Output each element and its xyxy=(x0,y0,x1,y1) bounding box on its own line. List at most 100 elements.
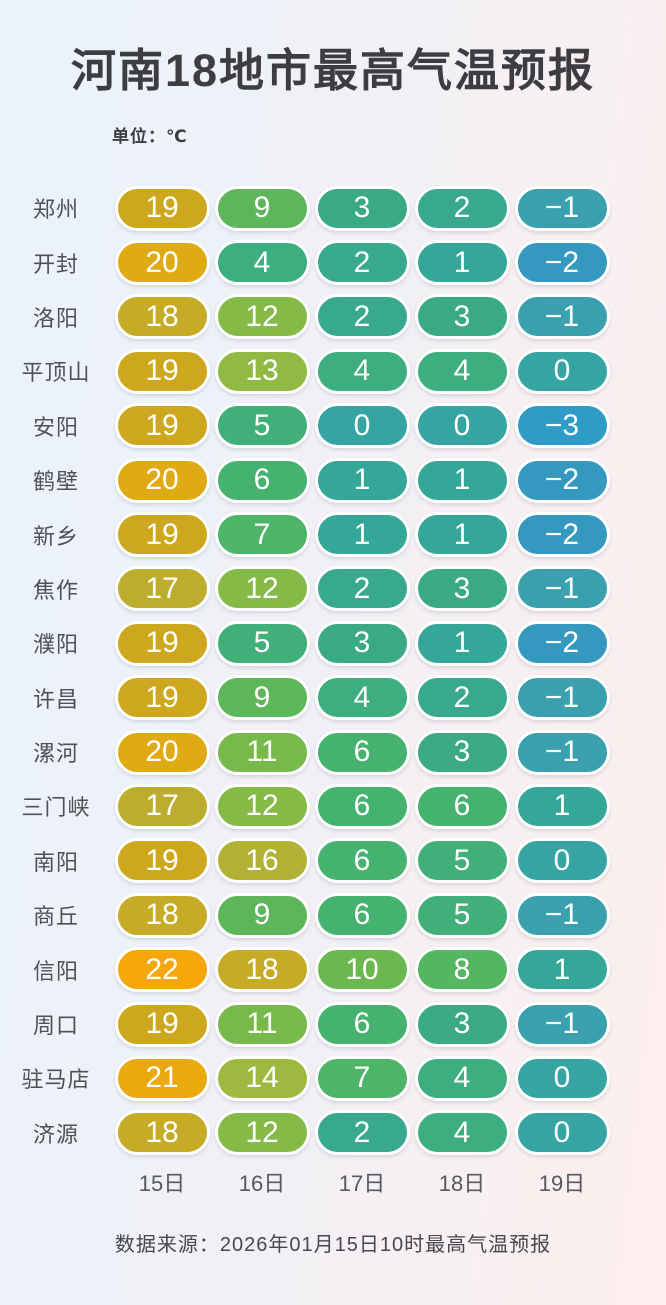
temp-cell: 19 xyxy=(112,512,212,558)
temp-pill: 6 xyxy=(314,838,410,884)
city-label: 许昌 xyxy=(32,686,79,712)
temp-cell: 12 xyxy=(212,783,312,829)
temp-cell: −1 xyxy=(512,185,612,231)
temp-cell: 21 xyxy=(112,1055,212,1101)
temp-pill: 1 xyxy=(414,512,510,558)
table-row: 商丘 18 9 6 5 −1 xyxy=(0,888,666,942)
temp-pill: 7 xyxy=(314,1055,410,1101)
temp-pill: 4 xyxy=(414,348,510,394)
temp-pill: 6 xyxy=(414,783,510,829)
temp-pill: 11 xyxy=(214,729,310,775)
unit-label: 单位：℃ xyxy=(112,127,188,146)
temp-cell: 19 xyxy=(112,1001,212,1047)
temp-cell: 4 xyxy=(312,675,412,721)
temp-cell: 16 xyxy=(212,838,312,884)
city-label: 南阳 xyxy=(32,849,79,875)
temp-pill: 12 xyxy=(214,783,310,829)
temp-cell: 18 xyxy=(112,892,212,938)
temp-cell: 19 xyxy=(112,675,212,721)
temp-pill: 3 xyxy=(414,1001,510,1047)
temp-cell: 20 xyxy=(112,729,212,775)
temp-cell: 10 xyxy=(312,947,412,993)
temp-pill: 21 xyxy=(114,1055,210,1101)
city-label: 开封 xyxy=(32,251,79,277)
temp-pill: 2 xyxy=(314,240,410,286)
temp-cell: −2 xyxy=(512,240,612,286)
table-row: 南阳 19 16 6 5 0 xyxy=(0,834,666,888)
temp-cell: −3 xyxy=(512,403,612,449)
temp-pill: 14 xyxy=(214,1055,310,1101)
temp-pill: 6 xyxy=(314,1001,410,1047)
temp-cell: 7 xyxy=(212,512,312,558)
table-row: 漯河 20 11 6 3 −1 xyxy=(0,725,666,779)
temp-cell: 19 xyxy=(112,620,212,666)
temp-cell: 19 xyxy=(112,348,212,394)
temp-pill: 2 xyxy=(414,185,510,231)
temp-cell: 1 xyxy=(412,240,512,286)
table-row: 郑州 19 9 3 2 −1 xyxy=(0,181,666,235)
date-header: 15日 xyxy=(138,1171,186,1197)
temp-pill: −3 xyxy=(514,403,610,449)
temp-cell: 6 xyxy=(312,838,412,884)
temp-cell: 2 xyxy=(312,294,412,340)
temp-cell: −2 xyxy=(512,457,612,503)
temp-pill: 4 xyxy=(314,675,410,721)
temp-cell: 12 xyxy=(212,566,312,612)
temp-pill: 19 xyxy=(114,1001,210,1047)
temp-cell: 9 xyxy=(212,675,312,721)
temp-cell: 1 xyxy=(512,947,612,993)
temp-pill: 0 xyxy=(314,403,410,449)
temperature-table: 郑州 19 9 3 2 −1 开封 20 4 2 1 −2 洛阳 18 12 2 3 −1 平顶山 19 13 4 4 0 安阳… xyxy=(0,181,666,1160)
temp-cell: 22 xyxy=(112,947,212,993)
temp-pill: 12 xyxy=(214,566,310,612)
temp-cell: 2 xyxy=(312,566,412,612)
temp-pill: 17 xyxy=(114,566,210,612)
temp-cell: 6 xyxy=(312,1001,412,1047)
temp-pill: 11 xyxy=(214,1001,310,1047)
temp-pill: 2 xyxy=(314,294,410,340)
temp-pill: 19 xyxy=(114,838,210,884)
temp-cell: 0 xyxy=(512,1110,612,1156)
table-row: 焦作 17 12 2 3 −1 xyxy=(0,562,666,616)
temp-pill: 5 xyxy=(414,838,510,884)
temp-pill: 9 xyxy=(214,675,310,721)
temp-pill: 5 xyxy=(214,620,310,666)
temp-cell: 6 xyxy=(212,457,312,503)
temp-cell: 0 xyxy=(512,1055,612,1101)
temp-pill: 1 xyxy=(314,512,410,558)
temp-pill: 17 xyxy=(114,783,210,829)
temp-cell: 20 xyxy=(112,457,212,503)
city-label: 周口 xyxy=(32,1013,79,1039)
temp-cell: 9 xyxy=(212,892,312,938)
temp-cell: 18 xyxy=(212,947,312,993)
temp-pill: −1 xyxy=(514,729,610,775)
temp-pill: 1 xyxy=(414,457,510,503)
temp-pill: 12 xyxy=(214,1110,310,1156)
table-row: 信阳 22 18 10 8 1 xyxy=(0,942,666,996)
temp-pill: 9 xyxy=(214,185,310,231)
temp-pill: 3 xyxy=(314,185,410,231)
temp-cell: 1 xyxy=(412,457,512,503)
temp-pill: −2 xyxy=(514,240,610,286)
temp-cell: 1 xyxy=(312,457,412,503)
temp-cell: 6 xyxy=(312,729,412,775)
temp-cell: 18 xyxy=(112,294,212,340)
city-label: 驻马店 xyxy=(21,1067,91,1093)
temp-pill: 3 xyxy=(414,566,510,612)
city-label: 商丘 xyxy=(32,904,79,930)
table-row: 濮阳 19 5 3 1 −2 xyxy=(0,616,666,670)
temp-pill: 0 xyxy=(414,403,510,449)
temp-pill: 19 xyxy=(114,403,210,449)
temp-cell: 19 xyxy=(112,403,212,449)
temp-cell: 1 xyxy=(412,620,512,666)
temp-pill: −1 xyxy=(514,675,610,721)
temp-cell: 3 xyxy=(412,566,512,612)
temp-pill: 2 xyxy=(414,675,510,721)
temp-pill: 6 xyxy=(214,457,310,503)
temp-cell: 17 xyxy=(112,783,212,829)
temp-cell: 18 xyxy=(112,1110,212,1156)
temp-cell: 3 xyxy=(312,185,412,231)
temp-cell: −2 xyxy=(512,620,612,666)
temp-cell: 4 xyxy=(212,240,312,286)
temp-cell: 5 xyxy=(212,620,312,666)
